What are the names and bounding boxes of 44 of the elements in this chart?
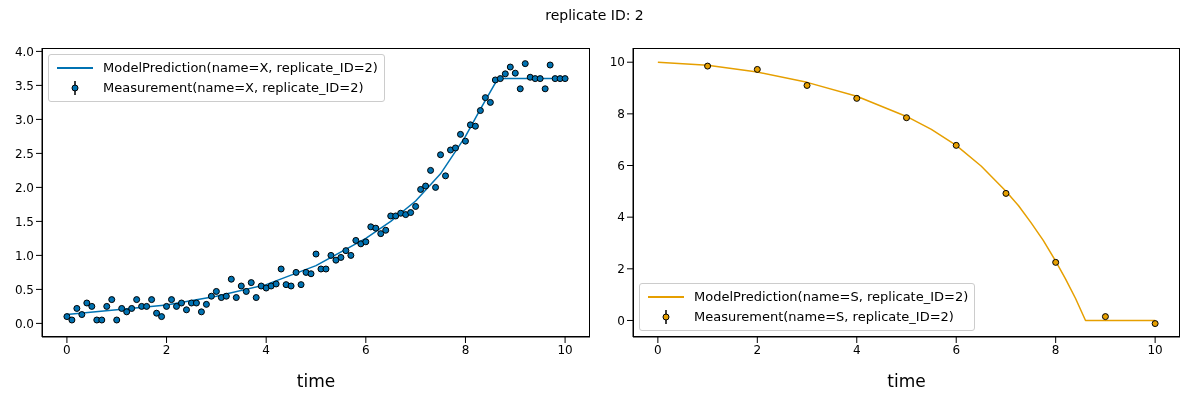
point <box>753 65 761 73</box>
point <box>1002 189 1010 197</box>
y-tick-label: 6 <box>617 158 625 173</box>
chart-title: replicate ID: 2 <box>544 7 645 23</box>
y-tick-label: 4 <box>617 210 625 225</box>
point <box>903 114 910 122</box>
point <box>1151 320 1159 328</box>
legend-label: Measurement(name=X, replicate_ID=2) <box>103 79 364 97</box>
x-tick-label: 0 <box>654 342 662 357</box>
x-tick-label: 4 <box>852 342 861 357</box>
y-tick-label: 0.0 <box>14 316 34 331</box>
point <box>853 94 861 102</box>
x-axis-title: time <box>296 371 336 391</box>
legend-label: ModelPrediction(name=S, replicate_ID=2) <box>694 288 969 306</box>
y-tick-label: 2 <box>617 262 625 277</box>
y-tick-label: 3.0 <box>14 112 34 127</box>
point <box>952 141 960 149</box>
legend-label: ModelPrediction(name=X, replicate_ID=2) <box>103 59 378 77</box>
y-tick-label: 1.5 <box>14 214 34 229</box>
y-tick-label: 2.0 <box>14 180 34 195</box>
x-tick-label: 4 <box>262 342 270 357</box>
point <box>1052 258 1060 266</box>
y-tick-label: 0 <box>617 313 625 328</box>
point <box>704 62 712 70</box>
x-tick-label: 10 <box>1147 342 1163 357</box>
y-tick-label: 2.5 <box>14 146 34 161</box>
x-axis-title: time <box>887 371 926 391</box>
x-tick-label: 2 <box>162 342 171 357</box>
y-tick-label: 3.5 <box>14 78 34 93</box>
point <box>1101 313 1109 321</box>
y-tick-label: 10 <box>609 55 625 70</box>
x-tick-label: 8 <box>461 342 470 357</box>
y-tick-label: 4.0 <box>14 44 34 59</box>
y-tick-label: 0.5 <box>14 282 34 297</box>
legend-label: Measurement(name=S, replicate_ID=2) <box>694 308 954 326</box>
x-tick-label: 6 <box>362 342 370 357</box>
x-tick-label: 10 <box>557 342 573 357</box>
x-tick-label: 2 <box>753 342 762 357</box>
point <box>803 81 811 89</box>
x-tick-label: 6 <box>952 342 961 357</box>
x-tick-label: 0 <box>63 342 71 357</box>
y-tick-label: 1.0 <box>14 248 34 263</box>
y-tick-label: 8 <box>617 107 625 122</box>
x-tick-label: 8 <box>1051 342 1060 357</box>
